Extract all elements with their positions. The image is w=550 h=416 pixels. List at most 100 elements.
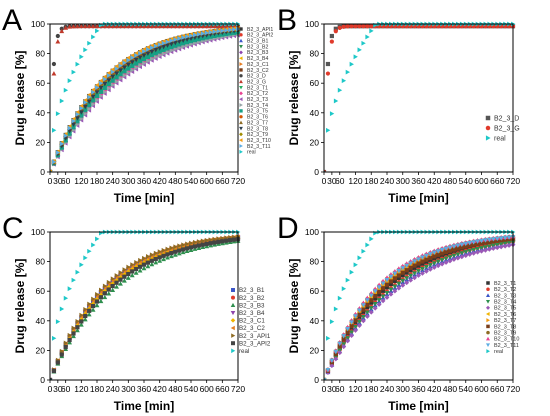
data-point [149,261,155,267]
data-point [439,261,445,267]
legend-label: real [494,135,506,142]
data-point [63,87,69,93]
data-point [172,23,178,29]
legend-marker [486,330,490,335]
legend-label: real [494,349,503,355]
x-tick-label: 420 [427,176,441,186]
data-point [224,238,229,243]
data-point [189,33,194,39]
data-point [377,289,382,295]
data-point [177,36,182,41]
data-point [479,246,484,251]
data-point [404,263,410,269]
data-point [349,333,354,338]
data-point [337,341,343,347]
legend-label: B2_3_T4 [494,300,516,306]
legend-label: B2_3_T6 [247,115,268,121]
data-point [427,266,433,272]
data-point [118,74,123,80]
data-point [153,51,158,56]
data-point [467,249,473,254]
data-point [87,301,92,307]
data-point [79,262,84,268]
data-point [90,98,96,103]
data-point [145,254,151,259]
legend-label: B2_3_API2 [239,340,271,347]
legend-item: B2_3_D [485,115,519,122]
legend-item: B2_3_T5 [485,306,516,312]
data-point [169,42,174,47]
data-point [75,23,80,29]
data-point [138,50,143,56]
data-point [396,285,402,291]
data-point [134,259,139,265]
y-axis-label: Drug release [%] [287,51,301,146]
data-point [55,111,61,117]
legend-label: B2_3_T11 [247,144,271,150]
data-point [87,40,92,46]
data-point [165,46,170,51]
data-point [372,301,378,307]
legend-marker [486,287,490,291]
panel-label: D [277,212,299,245]
series-real [324,229,516,380]
data-point [83,47,88,53]
data-point [475,239,480,244]
data-point [59,26,64,31]
data-point [506,235,512,240]
data-point [75,269,80,275]
data-point [177,42,182,47]
data-point [165,252,170,257]
x-tick-label: 360 [137,384,151,394]
y-tick-label: 100 [31,227,45,237]
data-point [208,241,213,246]
legend-marker [239,27,243,31]
data-point [208,29,213,35]
data-point [345,330,350,335]
data-point [360,318,366,324]
data-point [51,335,57,341]
data-point [71,325,76,331]
data-point [87,94,92,100]
legend-label: B2_3_T5 [247,109,268,115]
data-point [172,252,178,257]
data-point [200,31,206,36]
data-point [83,108,88,113]
data-point [196,31,202,37]
data-point [192,23,198,29]
y-tick-label: 20 [310,137,320,147]
data-point [51,368,57,374]
data-point [98,230,104,236]
data-point [102,85,107,90]
data-point [67,129,72,134]
data-point [142,48,147,54]
data-point [447,258,453,264]
data-point [184,37,190,42]
data-point [114,64,119,69]
x-tick-label: 660 [215,176,229,186]
data-point [75,116,80,121]
data-point [118,23,123,29]
data-point [126,70,131,76]
legend-label: B2_3_T2 [247,91,268,97]
legend-marker [239,126,243,131]
legend-item: B2_3_B3 [239,50,268,56]
legend-item: B2_3_B1 [239,39,268,45]
data-point [95,97,100,103]
x-tick-label: 600 [200,384,214,394]
data-point [125,275,131,280]
data-point [357,312,362,317]
data-point [345,327,351,332]
data-point [98,78,103,84]
data-point [333,306,339,312]
data-point [137,268,143,273]
data-point [388,291,394,297]
data-point [337,295,343,301]
data-point [177,243,182,249]
data-point [471,242,476,247]
data-point [188,245,194,250]
series-b2-3-t11 [50,26,241,172]
data-point [137,55,143,60]
